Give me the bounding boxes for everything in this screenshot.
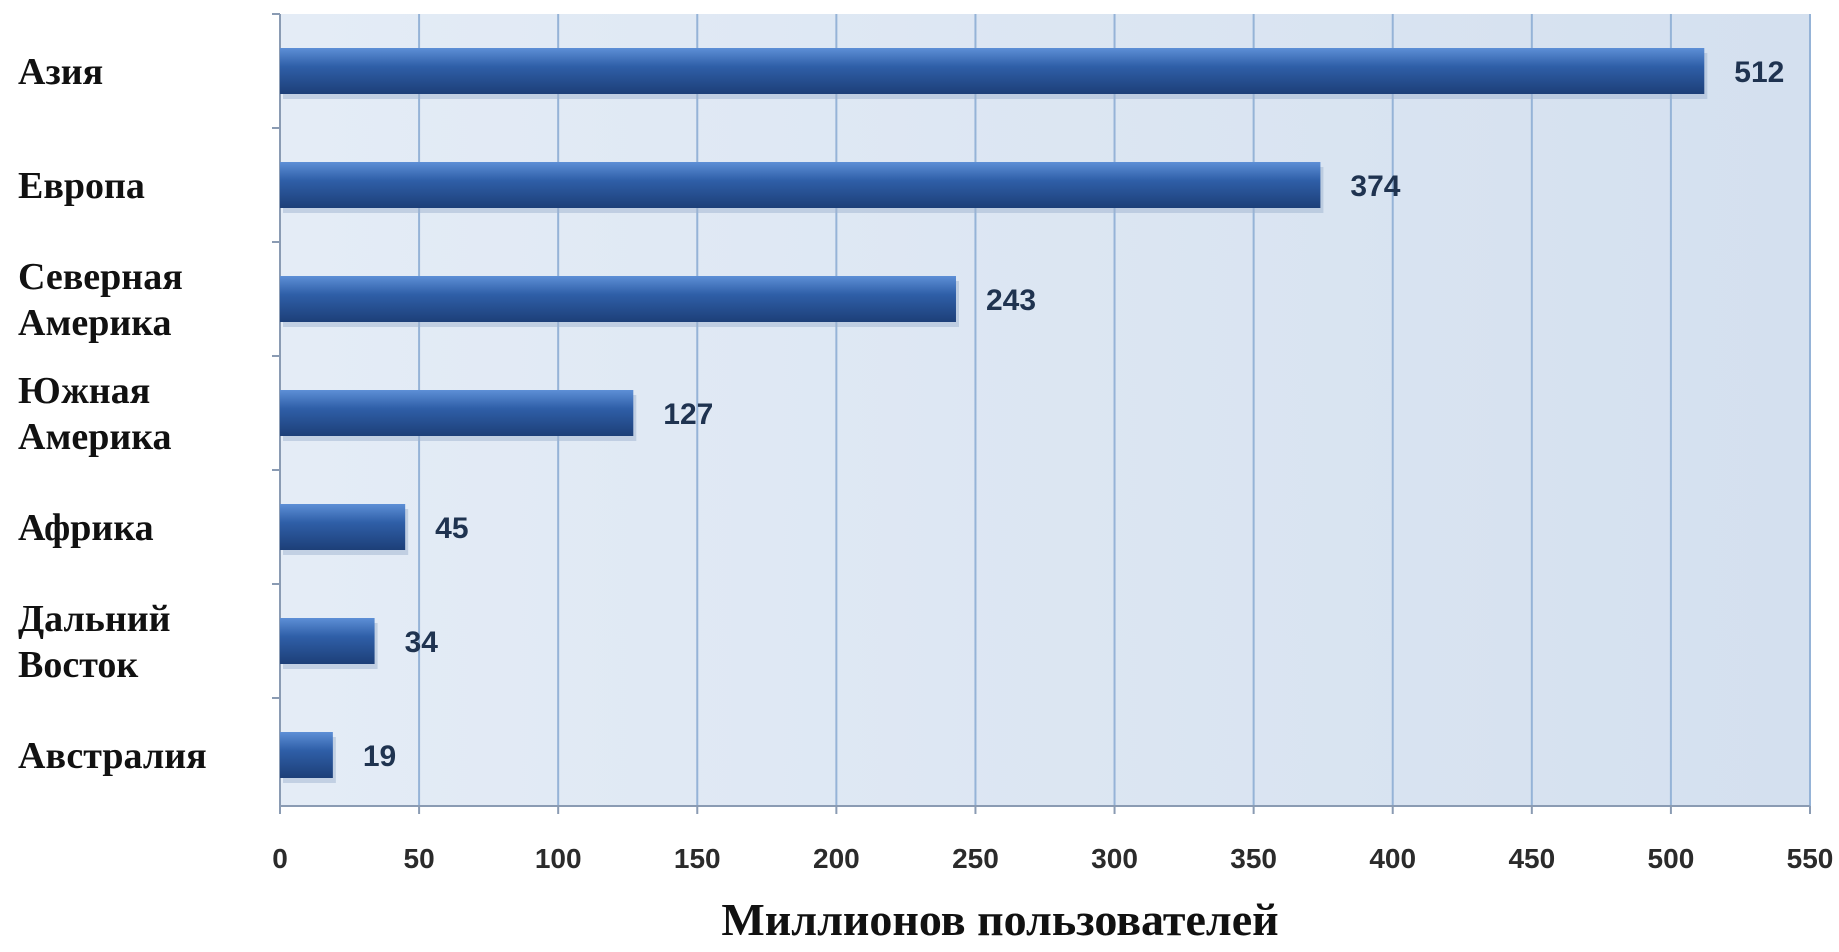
x-tick-label: 300 — [1091, 843, 1138, 874]
x-tick-label: 550 — [1787, 843, 1834, 874]
category-label: Азия — [18, 51, 103, 93]
bar — [280, 618, 375, 664]
bar-value-label: 34 — [405, 626, 439, 659]
category-label: Европа — [18, 165, 145, 207]
bar-value-label: 374 — [1350, 170, 1400, 203]
bar — [280, 162, 1321, 208]
category-label: Северная Америка — [18, 256, 183, 344]
x-tick-label: 250 — [952, 843, 999, 874]
bar — [280, 504, 406, 550]
bar — [280, 48, 1705, 94]
category-label: Африка — [18, 507, 154, 549]
bar-value-label: 45 — [435, 512, 468, 545]
x-tick-label: 0 — [272, 843, 288, 874]
x-tick-label: 500 — [1648, 843, 1695, 874]
x-axis-title: Миллионов пользователей — [721, 894, 1278, 945]
bar-value-label: 243 — [986, 284, 1036, 317]
category-label: Австралия — [18, 735, 207, 777]
bar-value-label: 512 — [1734, 56, 1784, 89]
bar — [280, 390, 634, 436]
category-label: Дальний Восток — [18, 598, 171, 686]
x-tick-label: 400 — [1369, 843, 1416, 874]
x-tick-label: 200 — [813, 843, 860, 874]
x-tick-label: 100 — [535, 843, 582, 874]
x-tick-label: 350 — [1230, 843, 1277, 874]
x-tick-label: 450 — [1508, 843, 1555, 874]
bar-value-label: 19 — [363, 740, 396, 773]
bar — [280, 276, 956, 322]
x-tick-label: 50 — [404, 843, 435, 874]
bar-value-label: 127 — [663, 398, 713, 431]
category-label: Южная Америка — [18, 370, 172, 458]
bar — [280, 732, 333, 778]
x-tick-label: 150 — [674, 843, 721, 874]
